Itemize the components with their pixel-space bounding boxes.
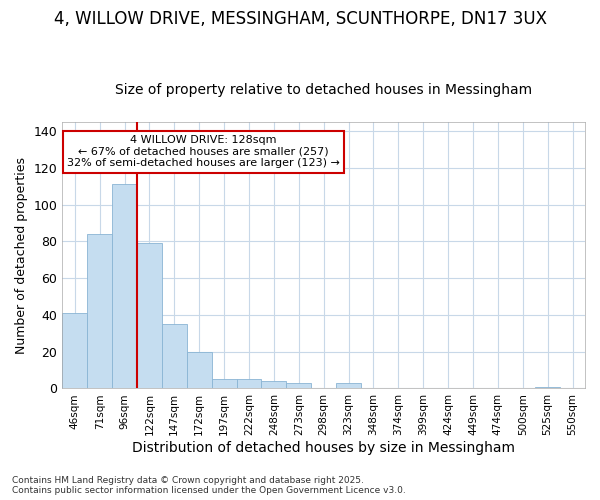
Bar <box>212 380 236 388</box>
Bar <box>286 383 311 388</box>
Bar <box>336 383 361 388</box>
X-axis label: Distribution of detached houses by size in Messingham: Distribution of detached houses by size … <box>132 441 515 455</box>
Bar <box>162 324 187 388</box>
Bar <box>535 386 560 388</box>
Text: Contains HM Land Registry data © Crown copyright and database right 2025.
Contai: Contains HM Land Registry data © Crown c… <box>12 476 406 495</box>
Bar <box>187 352 212 389</box>
Bar <box>137 243 162 388</box>
Bar <box>87 234 112 388</box>
Text: 4 WILLOW DRIVE: 128sqm
← 67% of detached houses are smaller (257)
32% of semi-de: 4 WILLOW DRIVE: 128sqm ← 67% of detached… <box>67 135 340 168</box>
Bar <box>112 184 137 388</box>
Y-axis label: Number of detached properties: Number of detached properties <box>15 156 28 354</box>
Bar <box>62 313 87 388</box>
Text: 4, WILLOW DRIVE, MESSINGHAM, SCUNTHORPE, DN17 3UX: 4, WILLOW DRIVE, MESSINGHAM, SCUNTHORPE,… <box>53 10 547 28</box>
Bar <box>262 381 286 388</box>
Bar <box>236 380 262 388</box>
Title: Size of property relative to detached houses in Messingham: Size of property relative to detached ho… <box>115 83 532 97</box>
